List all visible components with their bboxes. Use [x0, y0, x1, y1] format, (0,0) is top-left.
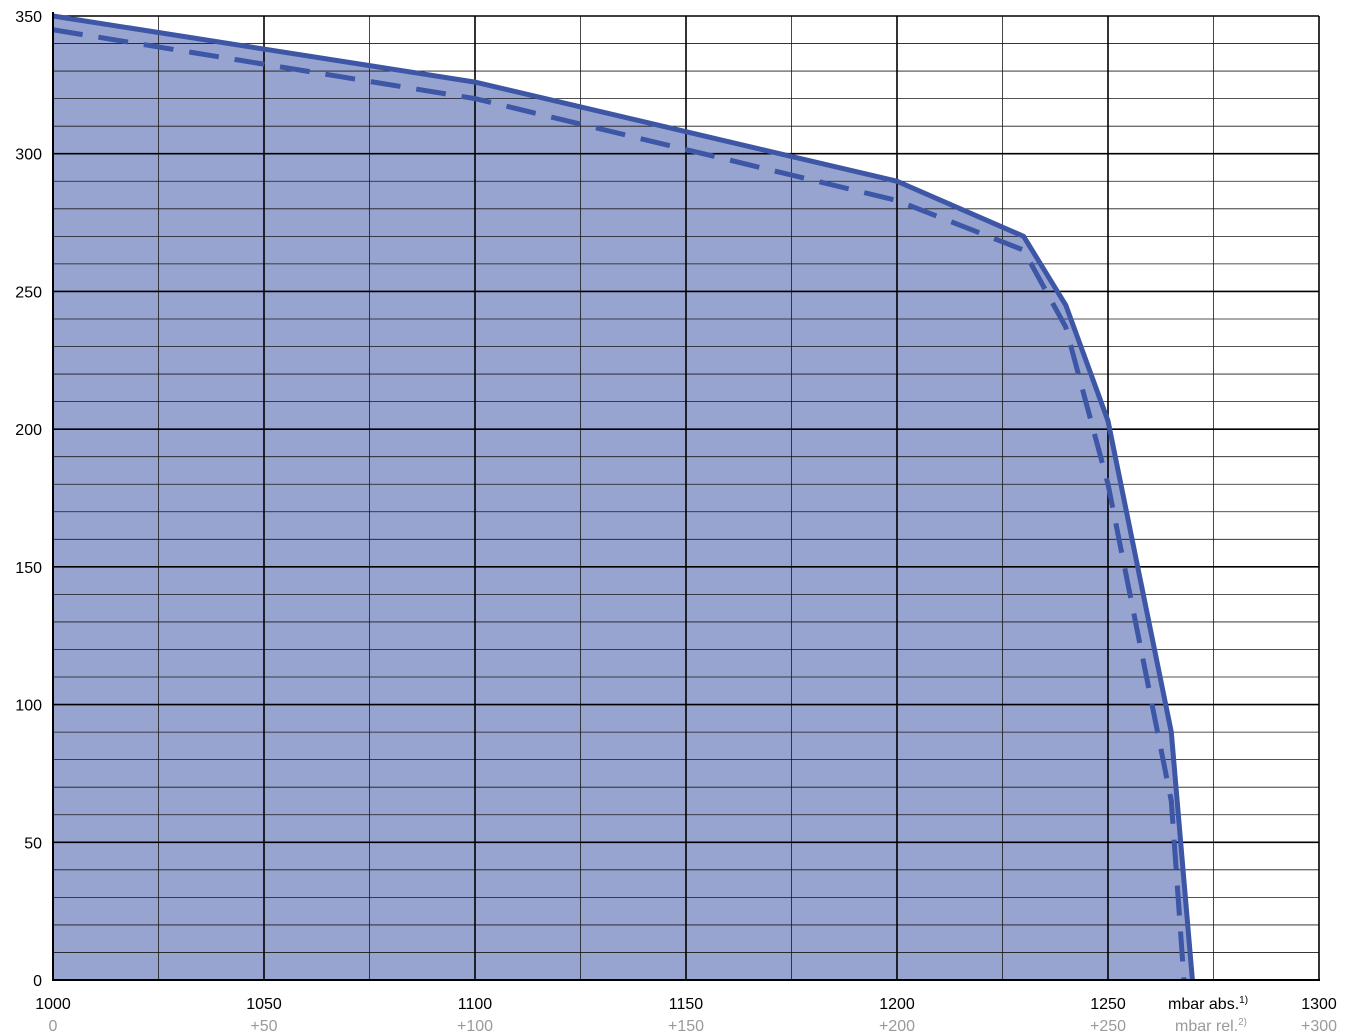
- y-tick-label: 150: [15, 560, 42, 577]
- axis-layer: [52, 12, 1320, 981]
- x-tick-label-rel: +300: [1301, 1018, 1337, 1035]
- y-tick-label: 0: [33, 973, 42, 990]
- y-tick-label: 200: [15, 422, 42, 439]
- y-tick-label: 300: [15, 147, 42, 164]
- y-tick-label: 350: [15, 9, 42, 26]
- x-tick-label-rel: +100: [457, 1018, 493, 1035]
- x-tick-label-abs: 1200: [879, 996, 915, 1013]
- area-layer: [53, 16, 1193, 980]
- x-unit-abs-label: mbar abs.1): [1168, 995, 1248, 1013]
- x-tick-label-rel: +50: [250, 1018, 277, 1035]
- x-tick-label-abs: 1250: [1090, 996, 1126, 1013]
- series-line-solid: [52, 13, 1195, 981]
- x-tick-label-rel: 0: [49, 1018, 58, 1035]
- y-tick-label: 50: [24, 835, 42, 852]
- x-tick-label-abs: 1100: [458, 996, 493, 1013]
- y-tick-label: 250: [15, 284, 42, 301]
- series-layer: [52, 13, 1195, 981]
- series-line-dashed: [52, 27, 1187, 981]
- x-unit-rel-label: mbar rel.2): [1175, 1017, 1247, 1035]
- x-tick-label-abs: 1050: [246, 996, 282, 1013]
- x-tick-label-rel: +250: [1090, 1018, 1126, 1035]
- x-tick-label-abs: 1000: [35, 996, 71, 1013]
- x-tick-label-rel: +150: [668, 1018, 704, 1035]
- y-tick-label: 100: [15, 698, 42, 715]
- x-tick-label-abs: 1150: [669, 996, 704, 1013]
- operating-area-fill: [53, 16, 1193, 980]
- x-tick-label-abs: 1300: [1301, 996, 1337, 1013]
- label-layer: mbar abs.1) mbar rel.2) 0 50 100 150 200 250 3…: [15, 9, 1337, 1035]
- x-tick-label-rel: +200: [879, 1018, 915, 1035]
